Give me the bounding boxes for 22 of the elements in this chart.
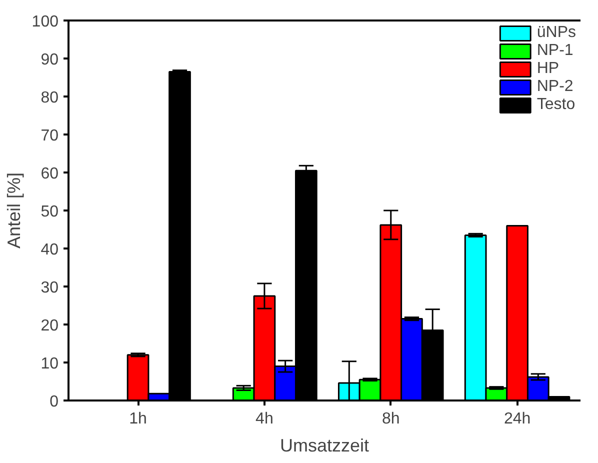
y-tick-label: 100 <box>32 14 59 30</box>
y-tick-label: 40 <box>40 242 59 258</box>
x-tick-label: 24h <box>504 410 531 428</box>
legend-label: üNPs <box>536 24 576 42</box>
y-tick-label: 30 <box>40 280 59 296</box>
x-tick-label: 4h <box>256 410 274 428</box>
y-axis-title: Anteil [%] <box>4 172 24 249</box>
x-tick-label: 1h <box>129 410 147 428</box>
legend-label: NP-2 <box>536 78 574 96</box>
legend-label: HP <box>536 60 560 78</box>
y-tick-label: 70 <box>40 128 59 144</box>
y-tick-label: 50 <box>40 204 59 220</box>
y-tick-label: 60 <box>40 166 59 182</box>
y-tick-label: 90 <box>40 52 59 68</box>
y-tick-label: 20 <box>40 318 59 334</box>
legend-label: NP-1 <box>536 42 574 60</box>
x-axis-title: Umsatzzeit <box>280 436 370 456</box>
y-tick-label: 80 <box>40 90 59 106</box>
y-tick-label: 10 <box>40 356 59 372</box>
x-tick-label: 8h <box>382 410 400 428</box>
legend-label: Testo <box>536 96 576 114</box>
y-tick-label: 0 <box>50 394 59 410</box>
